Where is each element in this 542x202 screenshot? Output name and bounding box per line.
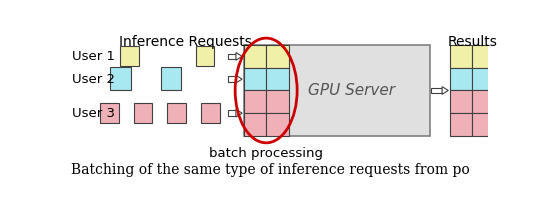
Bar [244,113,266,136]
Text: Inference Requests: Inference Requests [119,35,252,49]
Polygon shape [236,53,242,60]
Bar [228,54,236,59]
Bar [244,45,266,68]
Bar [450,45,472,68]
Polygon shape [236,109,242,117]
Bar [120,46,139,66]
Bar [244,45,430,136]
Bar [431,88,442,93]
Text: Batching of the same type of inference requests from po: Batching of the same type of inference r… [71,163,469,177]
Bar [266,68,289,90]
Text: User 1: User 1 [72,50,114,63]
Bar [450,113,472,136]
Bar [450,68,472,90]
Bar [266,113,289,136]
Bar [472,90,495,113]
Bar [228,110,236,116]
Bar [201,103,220,123]
Bar [244,90,266,113]
Bar [266,90,289,113]
Bar [134,103,152,123]
Bar [196,46,214,66]
Bar [472,45,495,68]
Bar [111,67,131,90]
Text: User 2: User 2 [72,73,114,86]
Bar [161,67,181,90]
Text: batch processing: batch processing [209,147,323,160]
Bar [450,90,472,113]
Bar [167,103,185,123]
Text: GPU Server: GPU Server [308,83,395,98]
Polygon shape [236,75,242,83]
Bar [266,45,289,68]
Bar [228,76,236,82]
Bar [472,68,495,90]
Bar [244,68,266,90]
Polygon shape [442,87,448,94]
Text: Results: Results [447,35,497,49]
Bar [100,103,119,123]
Text: User 3: User 3 [72,107,114,120]
Bar [472,113,495,136]
